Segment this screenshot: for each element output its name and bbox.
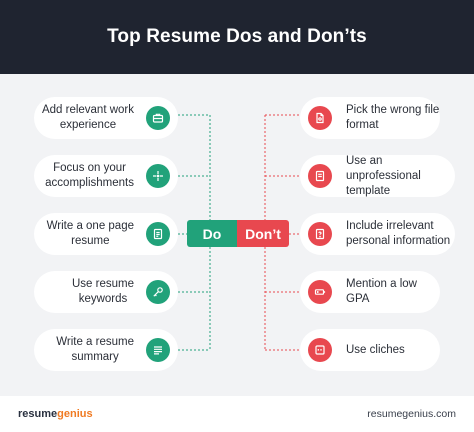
briefcase-icon (146, 106, 170, 130)
do-item: Add relevant work experience (34, 97, 178, 139)
do-item: Use resume keywords (34, 271, 178, 313)
do-item-label: Use resume keywords (72, 278, 134, 305)
dont-item-label: Pick the wrong file format (346, 104, 440, 131)
dont-item-label: Use cliches (346, 343, 405, 356)
quote-icon (308, 338, 332, 362)
footer: resumegenius resumegenius.com (0, 396, 474, 432)
target-icon (146, 164, 170, 188)
key-icon (146, 280, 170, 304)
dont-item-label: Use an unprofessional template (346, 154, 421, 197)
do-item-label: Focus on your accomplishments (45, 162, 134, 189)
dont-item: Include irrelevant personal information (300, 213, 455, 255)
dont-item: Mention a low GPA (300, 271, 440, 313)
dont-item: Use an unprofessional template (300, 155, 455, 197)
do-hub-label: Do (187, 220, 237, 247)
brand-logo[interactable]: resumegenius (18, 408, 93, 420)
document-icon (146, 222, 170, 246)
dont-item-label: Include irrelevant personal information (346, 220, 451, 247)
battery-low-icon (308, 280, 332, 304)
dont-item: Use cliches (300, 329, 440, 371)
website-link[interactable]: resumegenius.com (367, 408, 456, 420)
template-icon (308, 164, 332, 188)
dont-item-label: Mention a low GPA (346, 278, 417, 305)
do-item-label: Write a resume summary (56, 336, 134, 363)
header-banner: Top Resume Dos and Don’ts (0, 0, 474, 74)
do-item: Focus on your accomplishments (34, 155, 178, 197)
do-item: Write a one page resume (34, 213, 178, 255)
do-item-label: Write a one page resume (46, 220, 134, 247)
do-item: Write a resume summary (34, 329, 178, 371)
page-title: Top Resume Dos and Don’ts (107, 26, 367, 47)
question-document-icon (308, 222, 332, 246)
dont-hub-label: Don’t (237, 220, 289, 247)
pdf-file-icon (308, 106, 332, 130)
do-item-label: Add relevant work experience (41, 104, 134, 131)
list-icon (146, 338, 170, 362)
dont-item: Pick the wrong file format (300, 97, 440, 139)
